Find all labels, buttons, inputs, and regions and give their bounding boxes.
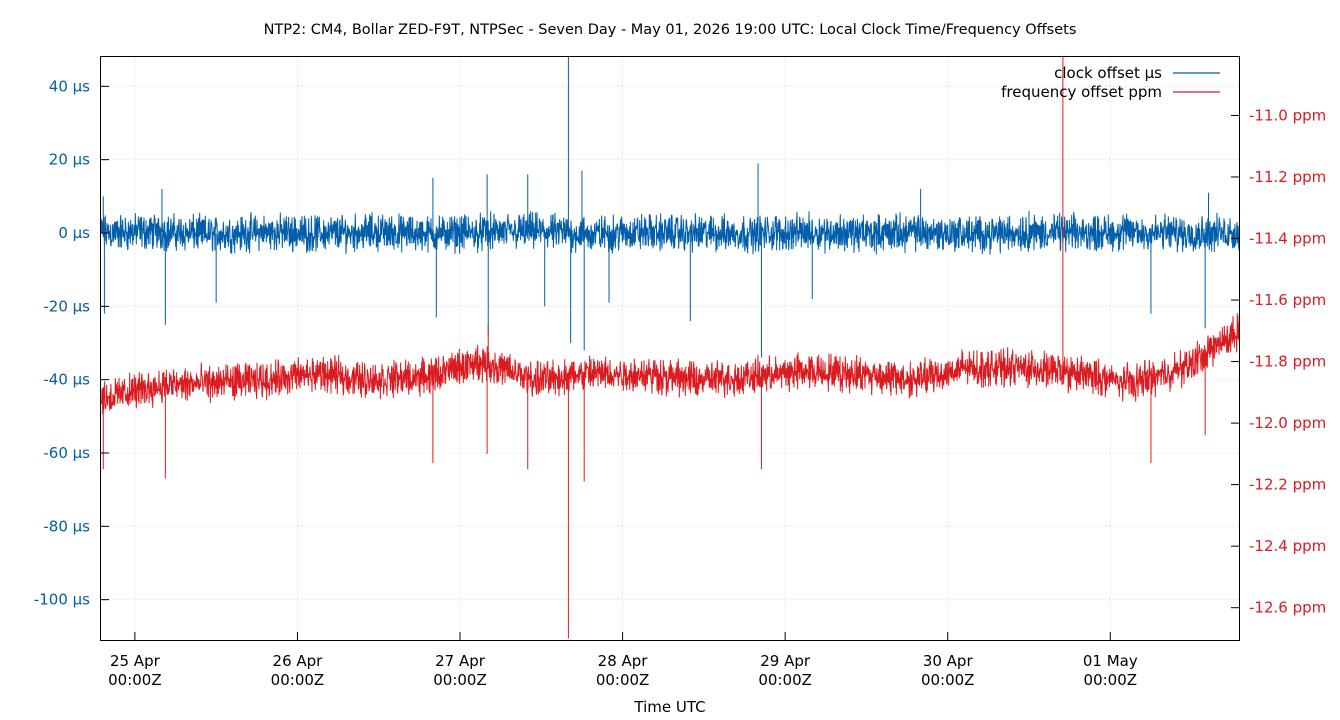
legend-label-clock-offset: clock offset µs (1054, 64, 1162, 82)
x-tick-label-date: 28 Apr (598, 652, 649, 670)
left-tick-label: -40 µs (43, 371, 90, 389)
right-tick-label: -11.2 ppm (1249, 168, 1326, 186)
legend-label-frequency-offset: frequency offset ppm (1001, 83, 1162, 101)
x-tick-label-time: 00:00Z (271, 671, 325, 689)
x-tick-label-date: 30 Apr (923, 652, 974, 670)
x-tick-label-time: 00:00Z (433, 671, 487, 689)
right-axis: -11.0 ppm -11.2 ppm -11.4 ppm -11.6 ppm -11.… (1231, 106, 1326, 617)
plot-frame (100, 56, 1240, 641)
x-tick-label-time: 00:00Z (108, 671, 162, 689)
x-tick-label-date: 25 Apr (110, 652, 161, 670)
x-tick-label-date: 29 Apr (760, 652, 811, 670)
frequency-offset-series (100, 57, 1241, 639)
right-tick-label: -11.8 ppm (1249, 353, 1326, 371)
frequency-offset-series-trace (100, 313, 1241, 415)
right-tick-label: -12.6 ppm (1249, 599, 1326, 617)
x-tick-label-date: 01 May (1083, 652, 1138, 670)
left-tick-label: 20 µs (49, 151, 90, 169)
chart-title: NTP2: CM4, Bollar ZED-F9T, NTPSec - Seve… (264, 22, 1077, 38)
left-tick-label: -100 µs (34, 591, 90, 609)
clock-offset-series (100, 57, 1241, 358)
x-axis-label: Time UTC (633, 698, 705, 716)
left-axis: 40 µs 20 µs 0 µs -20 µs -40 µs -60 µs -80 µs -1… (34, 77, 109, 609)
left-tick-label: -60 µs (43, 444, 90, 462)
right-tick-label: -11.4 ppm (1249, 230, 1326, 248)
right-tick-label: -11.6 ppm (1249, 291, 1326, 309)
right-tick-label: -12.0 ppm (1249, 414, 1326, 432)
x-tick-label-date: 27 Apr (435, 652, 486, 670)
clock-offset-series-trace (100, 211, 1241, 255)
x-tick-label-time: 00:00Z (596, 671, 650, 689)
left-tick-label: 0 µs (58, 224, 90, 242)
legend: clock offset µs frequency offset ppm (1001, 64, 1220, 101)
x-tick-label-time: 00:00Z (921, 671, 975, 689)
left-tick-label: -20 µs (43, 297, 90, 315)
right-tick-label: -11.0 ppm (1249, 106, 1326, 124)
right-tick-label: -12.2 ppm (1249, 476, 1326, 494)
x-tick-label-time: 00:00Z (758, 671, 812, 689)
left-tick-label: -80 µs (43, 517, 90, 535)
x-tick-label-time: 00:00Z (1084, 671, 1138, 689)
left-tick-label: 40 µs (49, 77, 90, 95)
series-layer (100, 57, 1241, 639)
x-tick-label-date: 26 Apr (273, 652, 324, 670)
grid (101, 57, 1239, 640)
right-tick-label: -12.4 ppm (1249, 537, 1326, 555)
